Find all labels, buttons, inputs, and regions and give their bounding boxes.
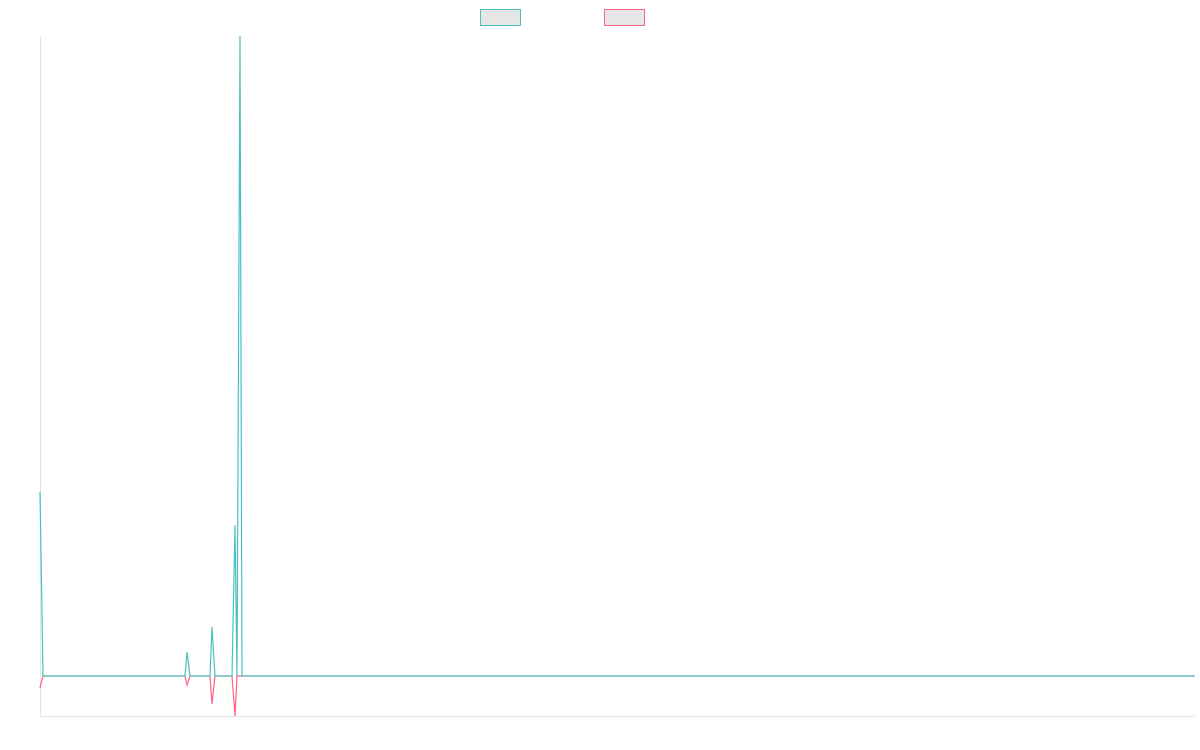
legend-swatch bbox=[480, 9, 521, 26]
legend-swatch bbox=[604, 9, 645, 26]
series-line bbox=[39, 35, 1195, 677]
series-line bbox=[39, 675, 1195, 717]
